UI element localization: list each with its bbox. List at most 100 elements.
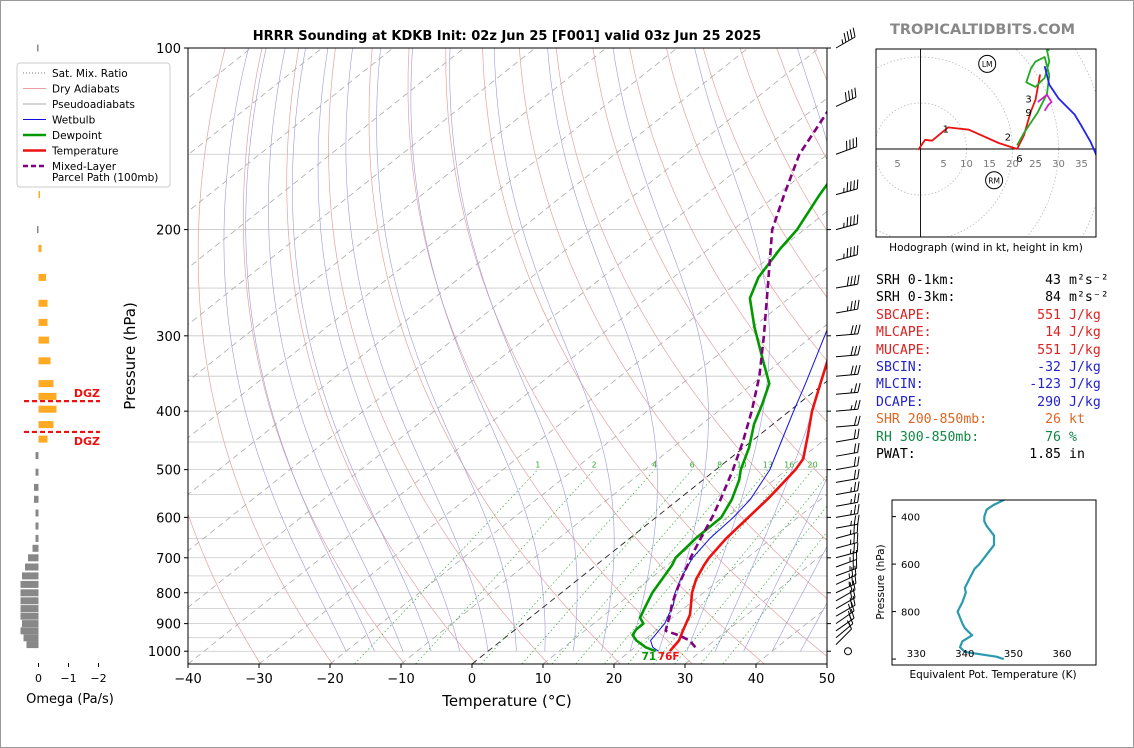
stat-unit: J/kg — [1069, 307, 1101, 323]
omega-bar — [22, 620, 39, 628]
wind-barb — [835, 364, 861, 377]
pseudoadiabat — [376, 48, 517, 652]
barb-shaft — [835, 513, 858, 518]
dry-adiabat — [482, 48, 827, 657]
thetae-x-tick-label: 330 — [907, 649, 926, 660]
barb-full — [849, 589, 853, 600]
stat-value: 43 — [1045, 273, 1061, 288]
wind-barb — [835, 428, 860, 443]
barb-half — [849, 529, 852, 535]
omega-bar — [37, 44, 39, 52]
stat-label: SBCIN: — [876, 360, 924, 376]
stat-row: RH 300-850mb: 76% — [876, 429, 1109, 446]
omega-bar — [37, 226, 39, 234]
dry-adiabat — [592, 48, 827, 483]
barb-full — [853, 481, 857, 492]
barb-shaft — [835, 36, 856, 49]
hodograph-tick-label: 20 — [1006, 159, 1019, 170]
barb-full — [849, 216, 852, 226]
x-tick-label: −30 — [245, 672, 272, 687]
stat-row: DCAPE: 290 J/kg — [876, 394, 1109, 411]
barb-shaft — [835, 333, 858, 337]
barb-shaft — [835, 437, 858, 443]
dry-adiabat — [286, 48, 477, 664]
barb-full — [849, 139, 851, 150]
barb-shaft — [835, 490, 858, 496]
barb-half — [849, 539, 852, 545]
barb-full — [852, 138, 854, 148]
hodograph-height-label: 6 — [1016, 154, 1022, 165]
barb-full — [848, 614, 854, 624]
dry-adiabat — [629, 48, 827, 423]
wind-barb — [835, 514, 860, 529]
barb-full — [853, 400, 858, 410]
skewt-axes-frame — [187, 47, 828, 665]
isotherm-line — [188, 48, 323, 156]
barb-full — [850, 325, 854, 335]
isotherm-line — [188, 48, 678, 439]
wetbulb-line — [650, 328, 827, 652]
wind-barb — [835, 324, 861, 337]
wind-barb — [835, 274, 860, 289]
pseudoadiabat — [800, 602, 827, 652]
legend-label: Pseudoadiabats — [52, 99, 135, 111]
stat-unit: % — [1069, 429, 1077, 445]
barb-full — [857, 274, 860, 285]
barb-full — [850, 608, 855, 619]
pseudoadiabat — [245, 48, 375, 652]
barb-full — [850, 365, 854, 376]
hodograph-tick-label: 35 — [1075, 159, 1088, 170]
legend-box — [16, 62, 171, 188]
mixing-ratio-label: 16 — [784, 461, 794, 470]
stat-value: 76 — [1045, 429, 1061, 445]
mixing-ratio-label: 6 — [690, 461, 695, 470]
mixing-ratio-label: 30 — [851, 461, 861, 470]
dry-adiabat — [666, 48, 827, 362]
barb-half — [850, 510, 852, 515]
stat-unit: kt — [1069, 412, 1085, 428]
barb-half — [850, 487, 852, 493]
y-tick-label: 400 — [156, 405, 181, 420]
hodograph-6-9km — [1037, 93, 1053, 112]
omega-bar — [35, 468, 39, 476]
barb-full — [853, 456, 857, 467]
omega-bar — [38, 421, 54, 429]
isotherm-line — [188, 154, 827, 664]
barb-shaft — [835, 532, 858, 539]
y-tick-label: 500 — [156, 464, 181, 479]
storm-motion-marker — [985, 171, 1004, 190]
stat-label: SBCAPE: — [876, 307, 932, 323]
mixing-ratio-line — [551, 469, 720, 664]
dry-adiabat — [555, 48, 827, 541]
isotherm-line — [400, 324, 827, 664]
barb-full — [857, 399, 861, 410]
isotherm-line — [613, 493, 827, 664]
hodograph-tick-label: 5 — [940, 159, 946, 170]
surface-temperature-label: 76F — [658, 651, 680, 663]
barb-full — [857, 469, 860, 479]
y-tick-label: 800 — [156, 587, 181, 602]
barb-full — [853, 365, 858, 375]
barb-full — [850, 601, 855, 612]
parcel-path-line — [664, 110, 827, 649]
mixing-ratio-line — [480, 469, 655, 664]
omega-bar — [38, 336, 49, 344]
barb-full — [843, 32, 847, 43]
mixing-ratio-label: 4 — [652, 461, 657, 470]
barb-full — [853, 416, 858, 426]
stat-unit: J/kg — [1069, 342, 1101, 358]
pseudoadiabat — [494, 48, 615, 652]
barb-shaft — [835, 583, 857, 594]
wind-barb — [835, 523, 859, 539]
wind-barb — [835, 456, 860, 471]
stat-value: -32 — [1037, 360, 1061, 376]
barb-full — [851, 89, 854, 99]
barb-shaft — [835, 604, 856, 617]
barb-full — [857, 299, 860, 310]
isotherm-line — [188, 48, 749, 495]
wind-barb — [835, 595, 856, 617]
barb-shaft — [835, 254, 858, 261]
isotherm-line — [329, 267, 827, 664]
barb-full — [853, 246, 855, 256]
